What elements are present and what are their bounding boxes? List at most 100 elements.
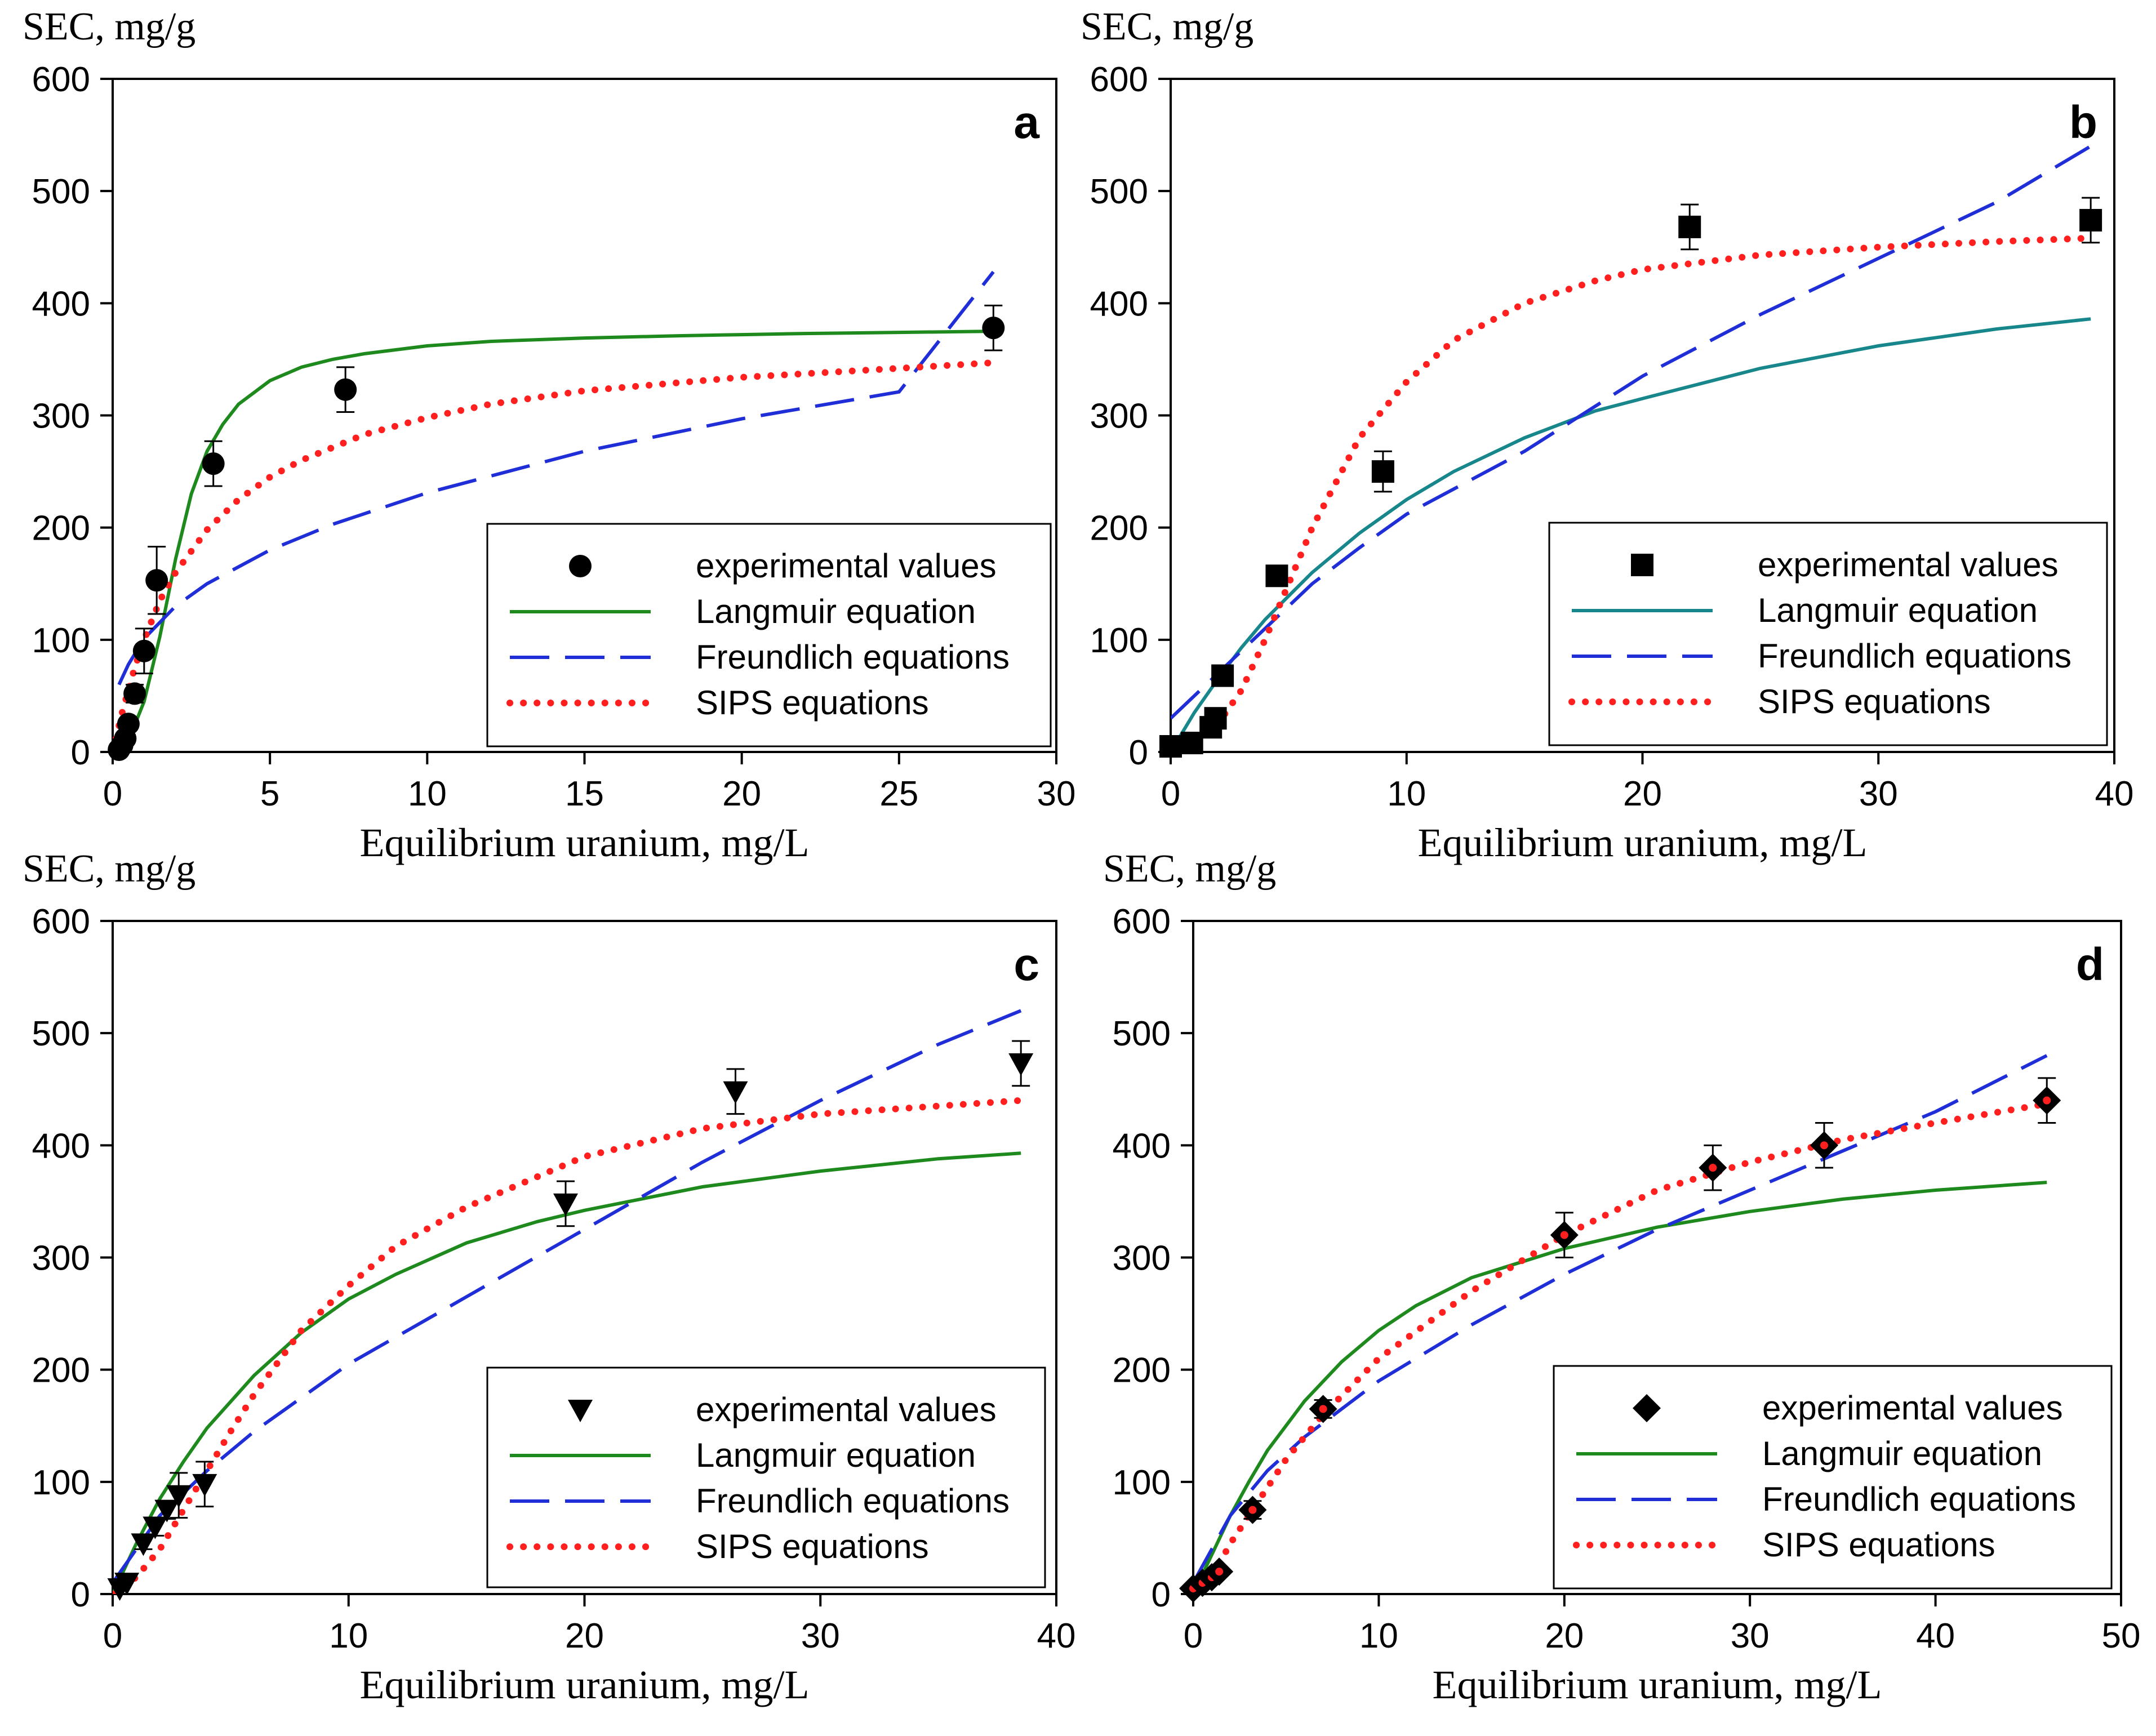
x-tick-label: 5 [260,774,279,813]
data-point [1204,707,1227,730]
y-tick-label: 500 [1113,1014,1171,1053]
data-point [166,1485,192,1508]
legend-label: Langmuir equation [1758,591,2038,629]
x-axis-label: Equilibrium uranium, mg/L [360,1662,810,1707]
data-point [1180,732,1203,755]
langmuir-curve [113,1151,1021,1594]
y-tick-label: 300 [1113,1239,1171,1278]
y-tick-label: 500 [1090,172,1148,211]
y-tick-label: 600 [32,902,90,941]
y-axis-label: SEC, mg/g [1103,847,1276,891]
data-point [1159,735,1182,758]
data-point [723,1081,748,1104]
x-axis-label: Equilibrium uranium, mg/L [360,820,810,865]
x-tick-label: 0 [1184,1617,1203,1655]
legend-label: Freundlich equations [1762,1480,2076,1518]
legend-label: experimental values [696,1391,997,1428]
sips-curve [113,1097,1025,1594]
data-point-center [1709,1164,1717,1172]
x-tick-label: 20 [1545,1617,1584,1655]
langmuir-curve [1193,1181,2047,1594]
data-point [1678,215,1701,238]
data-point [117,713,140,736]
y-tick-label: 200 [1113,1351,1171,1390]
panel-letter: c [1013,939,1039,990]
data-point [1008,1053,1034,1076]
data-point-center [1248,1506,1257,1514]
data-point [114,1573,140,1596]
data-point [154,1499,180,1523]
legend-marker [1633,1394,1661,1422]
x-tick-label: 40 [2095,774,2134,813]
legend-label: experimental values [1762,1389,2063,1427]
legend-marker [569,555,592,577]
x-tick-label: 30 [1037,774,1076,813]
y-tick-label: 300 [32,397,90,436]
x-tick-label: 40 [1037,1617,1076,1655]
legend-label: Freundlich equations [1758,637,2071,675]
y-axis-label: SEC, mg/g [23,847,195,891]
x-axis-label: Equilibrium uranium, mg/L [1418,820,1868,865]
legend-label: Freundlich equations [696,638,1010,676]
data-point [1211,664,1234,687]
y-tick-label: 0 [71,1575,90,1614]
x-tick-label: 15 [565,774,604,813]
freundlich-curve [117,270,995,686]
y-tick-label: 500 [32,1014,90,1053]
data-point [145,569,168,592]
x-tick-label: 10 [329,1617,368,1655]
data-point [1265,564,1288,587]
x-tick-label: 10 [1387,774,1426,813]
freundlich-curve [1171,144,2092,720]
legend-label: Langmuir equation [696,593,976,630]
y-tick-label: 0 [71,733,90,772]
data-point [143,1516,168,1539]
y-tick-label: 100 [32,621,90,660]
x-tick-label: 10 [408,774,447,813]
y-tick-label: 200 [32,1351,90,1390]
x-tick-label: 20 [1623,774,1662,813]
legend-label: Langmuir equation [696,1436,976,1474]
x-axis-label: Equilibrium uranium, mg/L [1433,1662,1882,1707]
x-tick-label: 0 [103,774,122,813]
data-point-center [2043,1096,2051,1105]
legend-label: experimental values [1758,546,2059,584]
legend-label: SIPS equations [1762,1526,1995,1564]
data-point [123,682,146,705]
data-point [132,639,155,662]
x-tick-label: 25 [879,774,918,813]
chart-panel-b: 0 100 200 300 400 500 600 0 10 20 30 40 SEC, mg/g Equ… [1081,5,2133,865]
freundlich-curve [1193,1054,2048,1584]
data-point-center [1820,1141,1828,1150]
y-tick-label: 100 [1113,1463,1171,1502]
data-point [553,1193,578,1216]
data-point [2079,208,2102,232]
x-tick-label: 30 [1731,1617,1770,1655]
data-point [131,1533,156,1556]
legend-label: SIPS equations [1758,683,1991,720]
x-tick-label: 0 [1161,774,1180,813]
data-point [334,378,357,401]
y-tick-label: 100 [32,1463,90,1502]
legend-label: SIPS equations [696,684,929,722]
x-tick-label: 0 [103,1617,122,1655]
langmuir-curve [113,330,994,752]
chart-panel-c: 0 100 200 300 400 500 600 0 10 20 30 40 SEC, mg/g Equ… [23,847,1075,1707]
y-tick-label: 400 [32,1127,90,1165]
panel-letter: d [2076,939,2104,990]
y-tick-label: 0 [1129,733,1148,772]
data-point [202,452,225,475]
y-tick-label: 500 [32,172,90,211]
chart-panel-d: 0 100 200 300 400 500 600 0 10 20 30 40 50 SEC, mg/g E… [1103,847,2140,1707]
panel-letter: a [1013,97,1040,148]
y-tick-label: 600 [32,60,90,99]
data-point [1371,460,1394,483]
legend-label: Langmuir equation [1762,1435,2042,1472]
y-tick-label: 0 [1152,1575,1171,1614]
data-point-center [1319,1405,1327,1413]
data-point-center [1215,1568,1224,1576]
y-tick-label: 200 [1090,509,1148,548]
x-tick-label: 50 [2102,1617,2141,1655]
sips-curve [1171,234,2095,752]
